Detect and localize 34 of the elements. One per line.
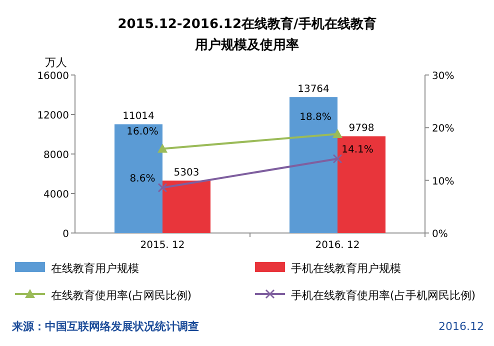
y-tick-label: 16000 (37, 71, 69, 82)
bar (338, 136, 386, 233)
y2-tick-label: 30% (432, 71, 454, 82)
point (332, 154, 342, 164)
data-label: 14.1% (342, 144, 374, 156)
data-label: 5303 (174, 168, 200, 179)
y2-tick-label: 10% (432, 176, 454, 188)
y-tick-label: 8000 (44, 150, 69, 161)
y-tick-label: 4000 (44, 190, 69, 200)
bar (162, 180, 210, 233)
data-label: 11014 (122, 111, 154, 122)
bar (114, 124, 162, 233)
legend-label: 在线教育用户规模 (51, 262, 139, 275)
x-tick-label: 2015. 12 (140, 240, 185, 251)
text: 2016.12 (438, 320, 484, 333)
legend-label: 在线教育使用率(占网民比例) (51, 289, 192, 302)
data-label: 18.8% (300, 112, 332, 123)
legend-label: 手机在线教育用户规模 (291, 262, 401, 275)
y-axis-title: 万人 (45, 56, 67, 69)
bar (290, 97, 338, 233)
point (158, 182, 168, 192)
chart-subtitle: 用户规模及使用率 (194, 37, 299, 53)
x-tick-label: 2016. 12 (315, 240, 360, 251)
y2-tick-label: 20% (432, 124, 454, 135)
source-note: 来源：中国互联网络发展状况统计调查 (11, 320, 199, 333)
y-tick-label: 12000 (37, 110, 69, 122)
chart-title: 2015.12-2016.12在线教育/手机在线教育 (118, 16, 376, 32)
data-label: 13764 (298, 84, 330, 96)
data-label: 16.0% (126, 126, 158, 138)
data-label: 9798 (348, 123, 374, 134)
legend-label: 手机在线教育使用率(占手机网民比例) (291, 289, 476, 302)
y-tick-label: 0 (62, 229, 69, 240)
data-label: 8.6% (130, 174, 156, 185)
y2-tick-label: 0% (432, 229, 448, 240)
